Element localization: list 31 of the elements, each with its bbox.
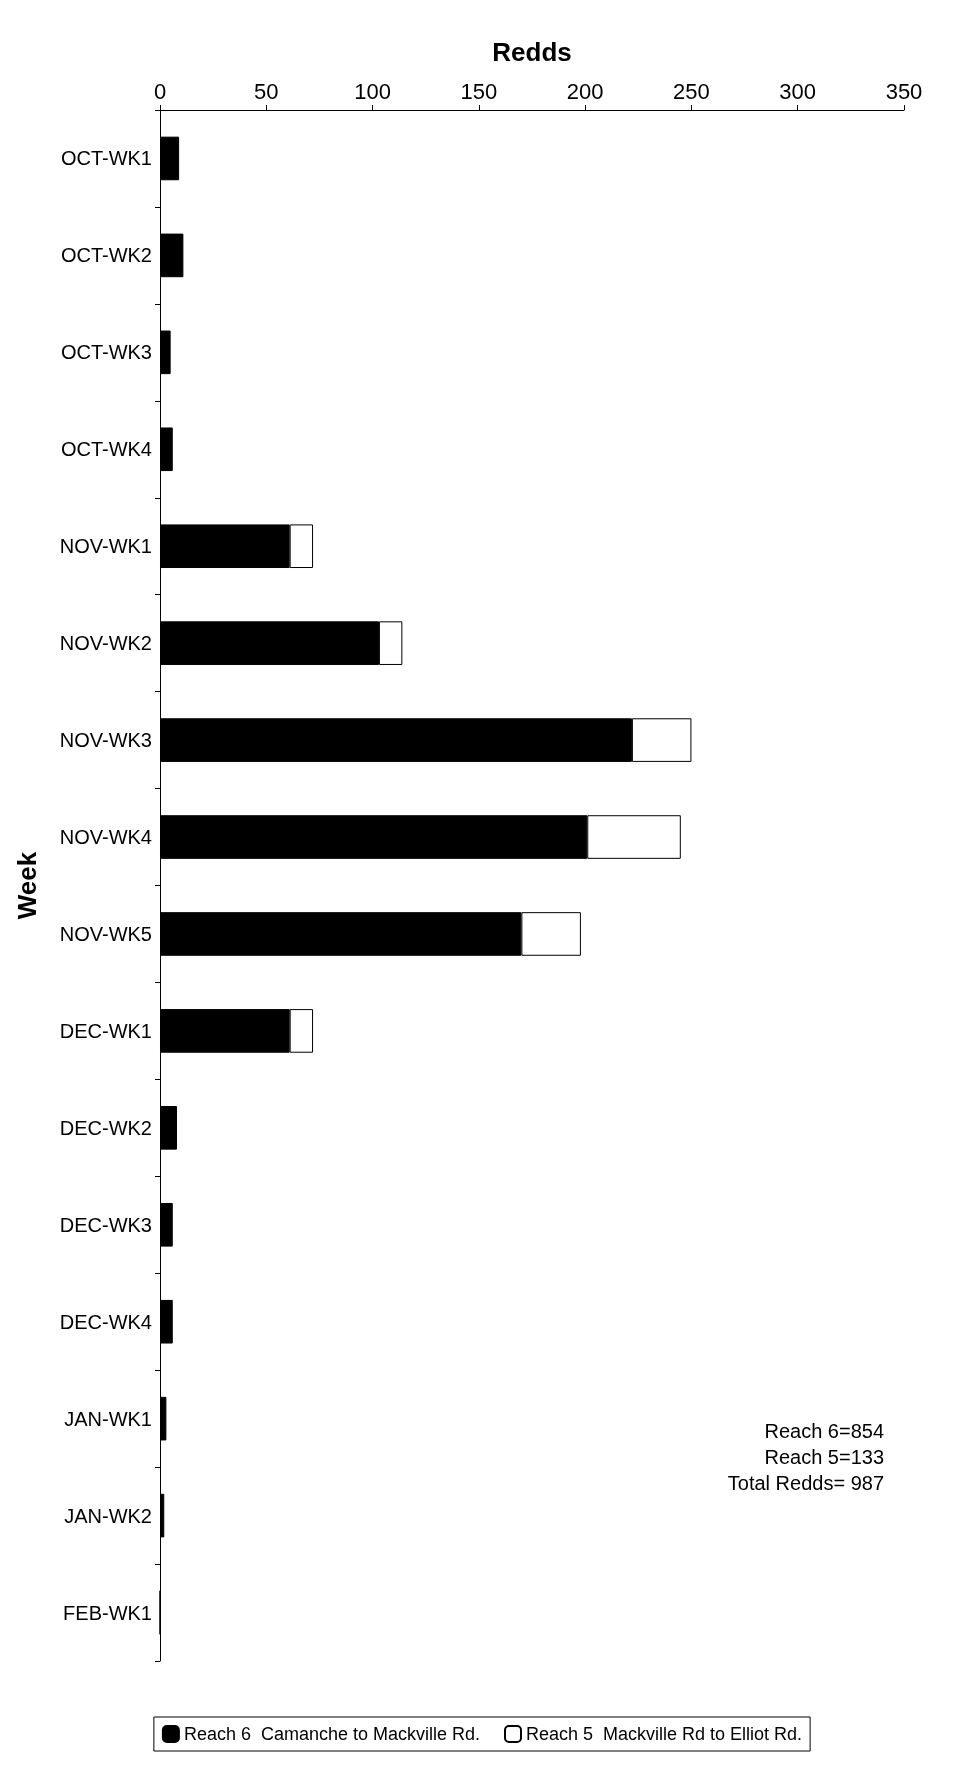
y-tick-label: DEC-WK2 [59,1116,152,1139]
x-tick-label: 200 [566,78,604,104]
y-axis-title: Week [12,851,42,920]
x-axis-title: Redds [492,37,572,67]
y-tick-label: NOV-WK1 [59,535,152,558]
y-tick-label: JAN-WK2 [64,1504,152,1527]
x-tick-label: 300 [779,78,817,104]
y-tick-label: OCT-WK4 [60,438,152,461]
y-tick-label: DEC-WK4 [59,1310,152,1333]
annotation: Total Redds= 987 [727,1472,885,1494]
y-tick-label: DEC-WK1 [59,1019,152,1042]
y-tick-label: NOV-WK4 [59,826,152,849]
y-tick-label: OCT-WK2 [60,244,152,267]
x-tick-label: 100 [354,78,391,104]
x-tick-label: 350 [885,78,923,104]
x-tick-label: 150 [460,78,498,104]
y-tick-label: NOV-WK2 [59,632,152,655]
x-tick-label: 0 [153,78,167,104]
x-tick-label: 50 [254,78,279,104]
legend-label: Reach 5 Mackville Rd to Elliot Rd. [526,1724,803,1744]
y-tick-label: DEC-WK3 [59,1213,152,1236]
y-tick-label: NOV-WK3 [59,729,152,752]
y-tick-label: FEB-WK1 [63,1601,152,1624]
annotation: Reach 5=133 [764,1446,885,1468]
y-tick-label: NOV-WK5 [59,922,152,945]
y-tick-label: JAN-WK1 [64,1407,152,1430]
x-tick-label: 250 [673,78,710,104]
y-tick-label: OCT-WK3 [60,341,152,364]
annotation: Reach 6=854 [764,1420,885,1442]
legend-label: Reach 6 Camanche to Mackville Rd. [183,1724,481,1744]
y-tick-label: OCT-WK1 [60,147,152,170]
